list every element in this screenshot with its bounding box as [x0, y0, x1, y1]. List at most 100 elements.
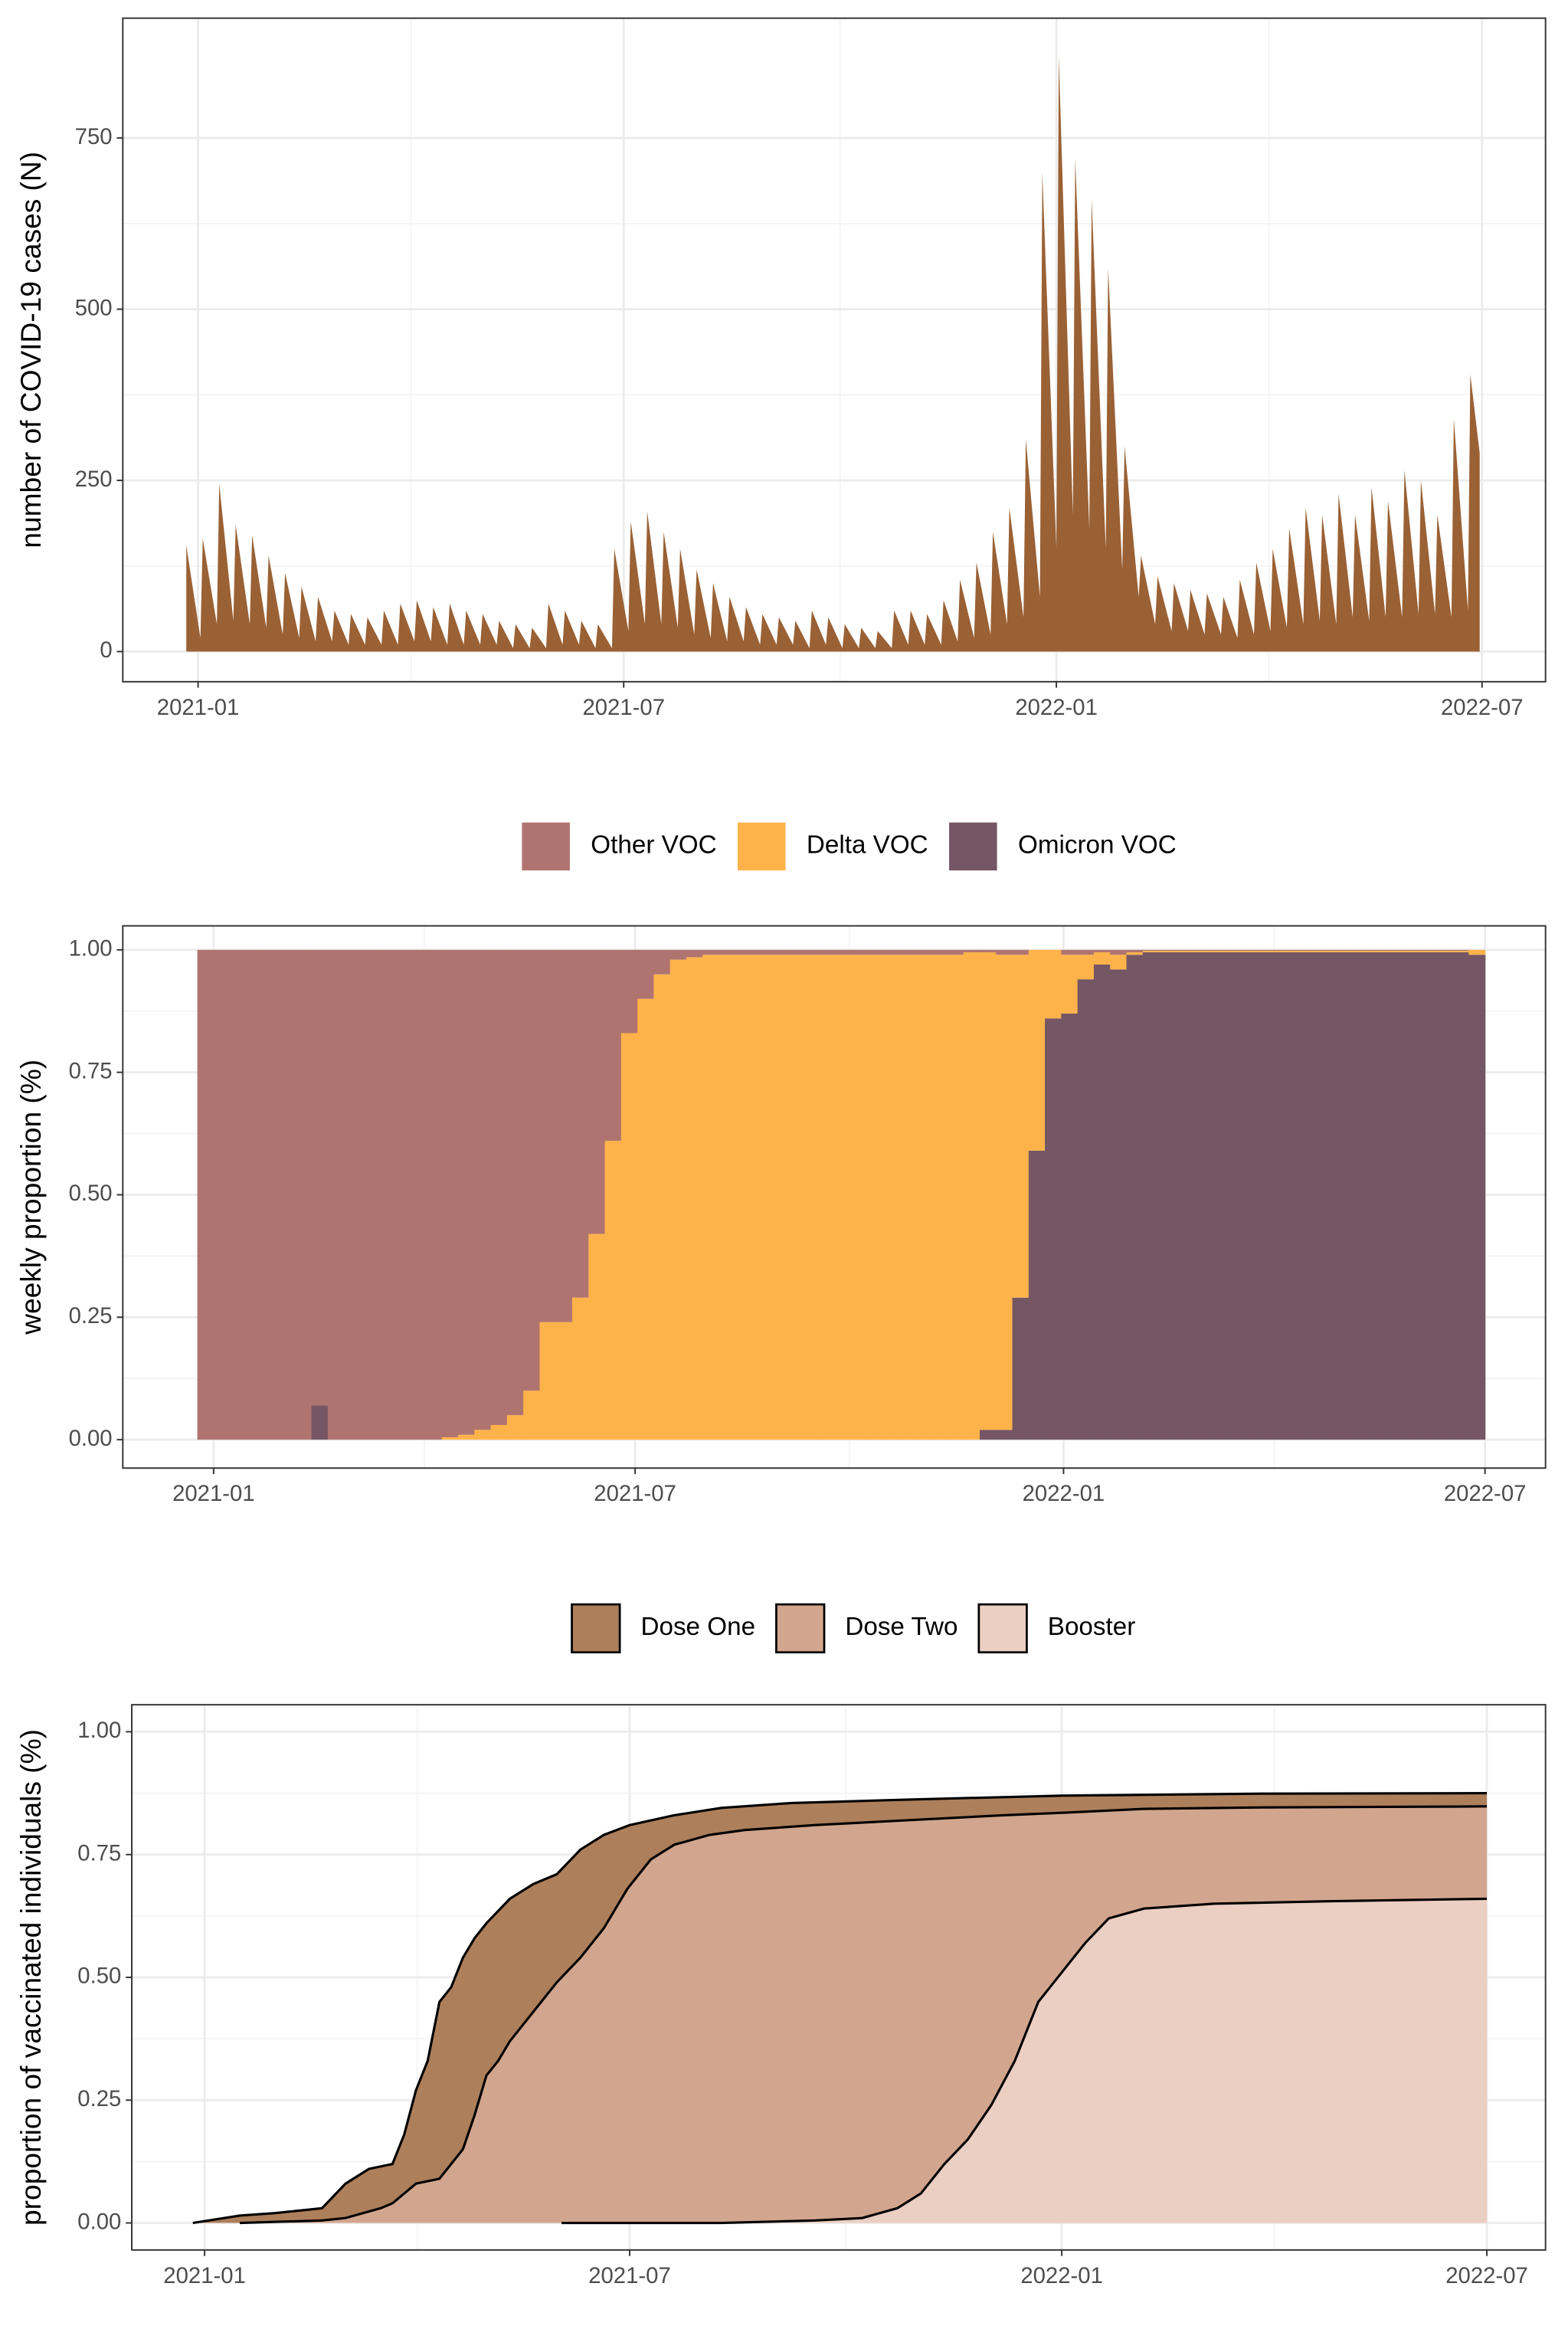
bar-segment — [735, 955, 752, 1440]
bar-segment — [572, 949, 589, 1298]
y-axis-title: number of COVID-19 cases (N) — [15, 152, 47, 549]
y-axis-title: proportion of vaccinated individuals (%) — [15, 1729, 47, 2226]
bar-segment — [1077, 949, 1095, 955]
bar-segment — [1305, 952, 1323, 1440]
bar-segment — [1191, 949, 1209, 952]
bar-segment — [1126, 949, 1144, 953]
bar-segment — [360, 949, 378, 1440]
bar-segment — [1207, 951, 1225, 953]
bar-segment — [719, 955, 736, 1440]
bar-segment — [572, 1297, 589, 1440]
bar-segment — [1321, 952, 1339, 1440]
bar-segment — [1386, 952, 1404, 1440]
y-tick-label: 0.25 — [77, 2086, 121, 2111]
bar-segment — [1273, 952, 1290, 1440]
bar-segment — [751, 949, 768, 955]
bar-segment — [686, 949, 703, 958]
x-tick-label: 2022-07 — [1444, 1481, 1527, 1506]
bar-segment — [1077, 955, 1095, 980]
bar-segment — [246, 949, 264, 1440]
bar-segment — [800, 955, 817, 1440]
y-tick-label: 0.00 — [77, 2209, 121, 2234]
bar-segment — [588, 1233, 606, 1440]
bar-segment — [311, 949, 329, 1406]
bar-segment — [1061, 955, 1079, 1014]
y-tick-label: 0 — [100, 637, 112, 663]
bar-segment — [1370, 951, 1388, 953]
bar-segment — [979, 949, 997, 953]
bar-segment — [376, 949, 394, 1440]
bar-segment — [996, 1430, 1013, 1440]
bar-segment — [392, 949, 410, 1440]
bar-segment — [849, 955, 866, 1440]
area-outline — [192, 1791, 1488, 2225]
bar-segment — [768, 949, 785, 955]
y-axis-title: weekly proportion (%) — [15, 1060, 47, 1335]
bar-segment — [1045, 1018, 1062, 1440]
bar-segment — [1224, 951, 1242, 953]
bar-segment — [1175, 952, 1193, 1440]
bar-segment — [1305, 951, 1323, 953]
bar-segment — [637, 949, 654, 999]
bar-segment — [1435, 951, 1453, 953]
bar-segment — [1419, 949, 1437, 952]
bar-segment — [1224, 949, 1242, 952]
bar-segment — [230, 949, 247, 1440]
bar-segment — [1386, 951, 1404, 953]
bar-segment — [588, 949, 606, 1234]
y-tick-label: 0.75 — [77, 1840, 121, 1866]
bar-segment — [686, 957, 703, 1440]
bar-segment — [653, 949, 671, 975]
bar-segment — [1126, 955, 1144, 1440]
y-tick-label: 1.00 — [69, 936, 113, 961]
bar-segment — [1028, 949, 1046, 1151]
x-tick-label: 2021-07 — [582, 695, 665, 720]
bar-segment — [996, 955, 1013, 1430]
y-tick-label: 750 — [75, 124, 113, 149]
bar-segment — [441, 949, 459, 1437]
bar-segment — [295, 949, 313, 1440]
bar-segment — [800, 949, 817, 955]
bar-segment — [866, 955, 882, 1440]
bar-segment — [1256, 949, 1274, 952]
bar-segment — [669, 949, 687, 960]
bar-segment — [490, 1424, 508, 1440]
bar-segment — [197, 949, 214, 1440]
bar-segment — [311, 1405, 329, 1440]
bar-segment — [1435, 949, 1453, 952]
bar-segment — [213, 949, 231, 1440]
bar-segment — [1289, 949, 1307, 952]
bar-segment — [620, 1033, 638, 1440]
bar-segment — [1224, 952, 1242, 1440]
y-tick-label: 0.50 — [69, 1181, 113, 1206]
bar-segment — [1370, 949, 1388, 952]
bar-segment — [1207, 949, 1225, 952]
y-tick-label: 0.75 — [69, 1058, 113, 1083]
bar-segment — [1191, 951, 1209, 953]
bar-segment — [1159, 949, 1176, 952]
bar-segment — [1191, 952, 1209, 1440]
bar-segment — [458, 1434, 475, 1440]
bar-segment — [555, 949, 573, 1322]
bar-segment — [637, 998, 654, 1440]
bar-segment — [490, 949, 508, 1425]
y-tick-label: 0.25 — [69, 1303, 113, 1328]
bar-segment — [1240, 949, 1258, 952]
bar-segment — [604, 1141, 622, 1440]
y-tick-label: 1.00 — [77, 1718, 121, 1743]
bar-segment — [1110, 969, 1128, 1440]
bar-segment — [751, 955, 768, 1440]
bar-segment — [1338, 951, 1355, 953]
y-tick-label: 0.50 — [77, 1964, 121, 1989]
x-tick-label: 2021-01 — [163, 2263, 246, 2288]
bar-segment — [1126, 952, 1144, 955]
bar-segment — [1370, 952, 1388, 1440]
bar-segment — [914, 955, 931, 1440]
legend: Dose One Dose Two Booster — [571, 1603, 1135, 1654]
bar-segment — [539, 949, 557, 1322]
bar-segment — [914, 949, 931, 955]
bar-segment — [1338, 952, 1355, 1440]
bar-segment — [539, 1322, 557, 1440]
bar-segment — [947, 955, 964, 1440]
